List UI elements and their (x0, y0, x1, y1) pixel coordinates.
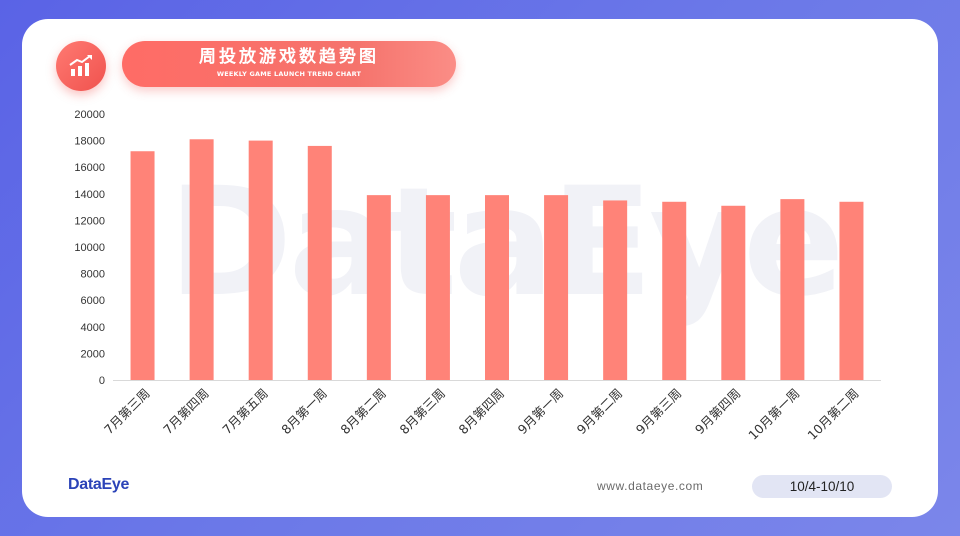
x-tick-label: 8月第一周 (278, 386, 330, 438)
website-url: www.dataeye.com (597, 479, 704, 493)
y-tick-label: 2000 (81, 348, 105, 360)
bar (780, 199, 805, 380)
date-range-text: 10/4-10/10 (789, 479, 855, 494)
x-tick-label: 8月第二周 (337, 386, 389, 438)
x-tick-label: 7月第三周 (101, 386, 153, 438)
bar (485, 195, 509, 380)
y-tick-label: 4000 (81, 322, 105, 334)
bar (544, 195, 569, 380)
title-banner: 周投放游戏数趋势图 WEEKLY GAME LAUNCH TREND CHART (122, 41, 456, 87)
x-tick-label: 10月第一周 (745, 386, 802, 443)
bar (603, 200, 628, 380)
y-tick-label: 10000 (74, 242, 105, 254)
bar (721, 205, 746, 380)
bar (307, 145, 332, 380)
bar (839, 201, 864, 380)
brand-logo: DataEye (68, 476, 130, 493)
x-tick-label: 8月第四周 (456, 386, 508, 438)
bar (248, 140, 273, 380)
y-tick-label: 16000 (74, 162, 105, 174)
bar (130, 151, 155, 380)
y-tick-label: 6000 (81, 295, 105, 307)
date-range-badge: 10/4-10/10 (752, 475, 892, 498)
x-tick-label: 9月第四周 (692, 386, 744, 438)
y-tick-label: 20000 (74, 109, 105, 121)
chart-title: 周投放游戏数趋势图 (199, 47, 379, 67)
y-tick-label: 12000 (74, 215, 105, 227)
y-tick-label: 18000 (74, 136, 105, 148)
bar-chart-trend-icon (56, 41, 106, 91)
bar (662, 201, 687, 380)
bar (425, 195, 450, 380)
x-tick-label: 9月第三周 (633, 386, 685, 438)
x-tick-label: 7月第五周 (219, 386, 271, 438)
x-tick-label: 7月第四周 (160, 386, 212, 438)
x-tick-label: 9月第一周 (515, 386, 567, 438)
y-tick-label: 14000 (74, 189, 105, 201)
x-tick-label: 8月第三周 (396, 386, 448, 438)
chart-subtitle: WEEKLY GAME LAUNCH TREND CHART (216, 70, 362, 78)
x-tick-label: 10月第二周 (804, 386, 861, 443)
y-tick-label: 0 (99, 375, 105, 387)
bar (366, 195, 391, 380)
y-tick-label: 8000 (81, 269, 105, 281)
bar (189, 139, 214, 380)
x-tick-label: 9月第二周 (574, 386, 626, 438)
